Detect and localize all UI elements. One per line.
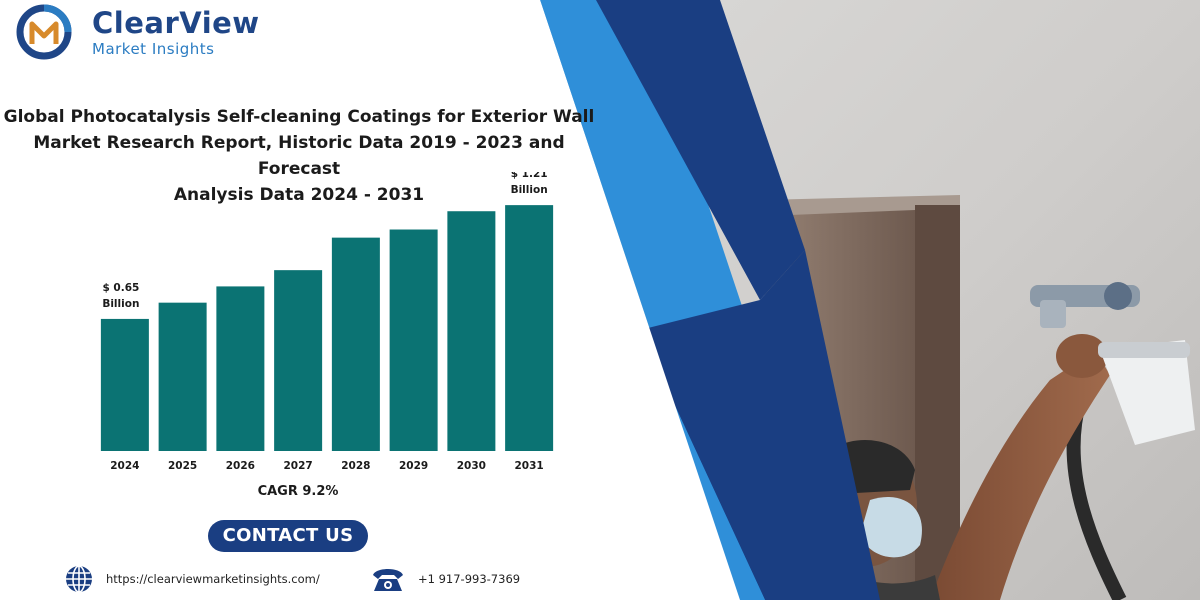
phone-number[interactable]: +1 917-993-7369 [418, 572, 521, 586]
x-tick-label: 2025 [168, 460, 197, 472]
bar-2030 [447, 211, 496, 451]
report-title-line: Global Photocatalysis Self-cleaning Coat… [3, 107, 595, 127]
bar-2028 [331, 237, 380, 451]
phone-link[interactable]: +1 917-993-7369 [370, 564, 520, 594]
x-tick-label: 2024 [110, 460, 139, 472]
x-tick-label: 2031 [515, 460, 544, 472]
globe-icon [66, 565, 92, 593]
bar-2025 [158, 302, 207, 451]
market-size-bar-chart: 2024 $ 0.65 Billion 2025 2026 2027 2028 2029 203… [100, 172, 554, 472]
data-label-2031: $ 1.21 [511, 172, 548, 180]
x-tick-label: 2028 [341, 460, 370, 472]
website-url[interactable]: https://clearviewmarketinsights.com/ [106, 572, 320, 586]
bar-2029 [389, 229, 438, 451]
website-link[interactable]: https://clearviewmarketinsights.com/ [64, 564, 320, 594]
x-tick-label: 2027 [284, 460, 313, 472]
bar-2027 [274, 270, 323, 451]
bar-2026 [216, 286, 265, 451]
cagr-label: CAGR 9.2% [257, 484, 339, 499]
logo-mark-icon [16, 4, 72, 60]
data-label-2024: $ 0.65 [102, 282, 139, 294]
x-tick-label: 2026 [226, 460, 255, 472]
brand-logo[interactable]: ClearView Market Insights [14, 4, 259, 60]
brand-name: ClearView [92, 6, 260, 40]
contact-us-button[interactable]: CONTACT US [208, 520, 368, 552]
report-title-line: Analysis Data 2024 - 2031 [173, 185, 425, 205]
brand-tagline: Market Insights [92, 40, 215, 58]
telephone-icon [373, 569, 403, 591]
report-title: Global Photocatalysis Self-cleaning Coat… [0, 104, 598, 208]
data-label-2024: Billion [102, 298, 139, 310]
x-tick-label: 2030 [457, 460, 486, 472]
report-title-line: Market Research Report, Historic Data 20… [33, 133, 565, 179]
data-label-2031: Billion [511, 184, 548, 196]
bar-2024 [100, 318, 149, 451]
bar-2031 [505, 205, 554, 451]
x-tick-label: 2029 [399, 460, 428, 472]
